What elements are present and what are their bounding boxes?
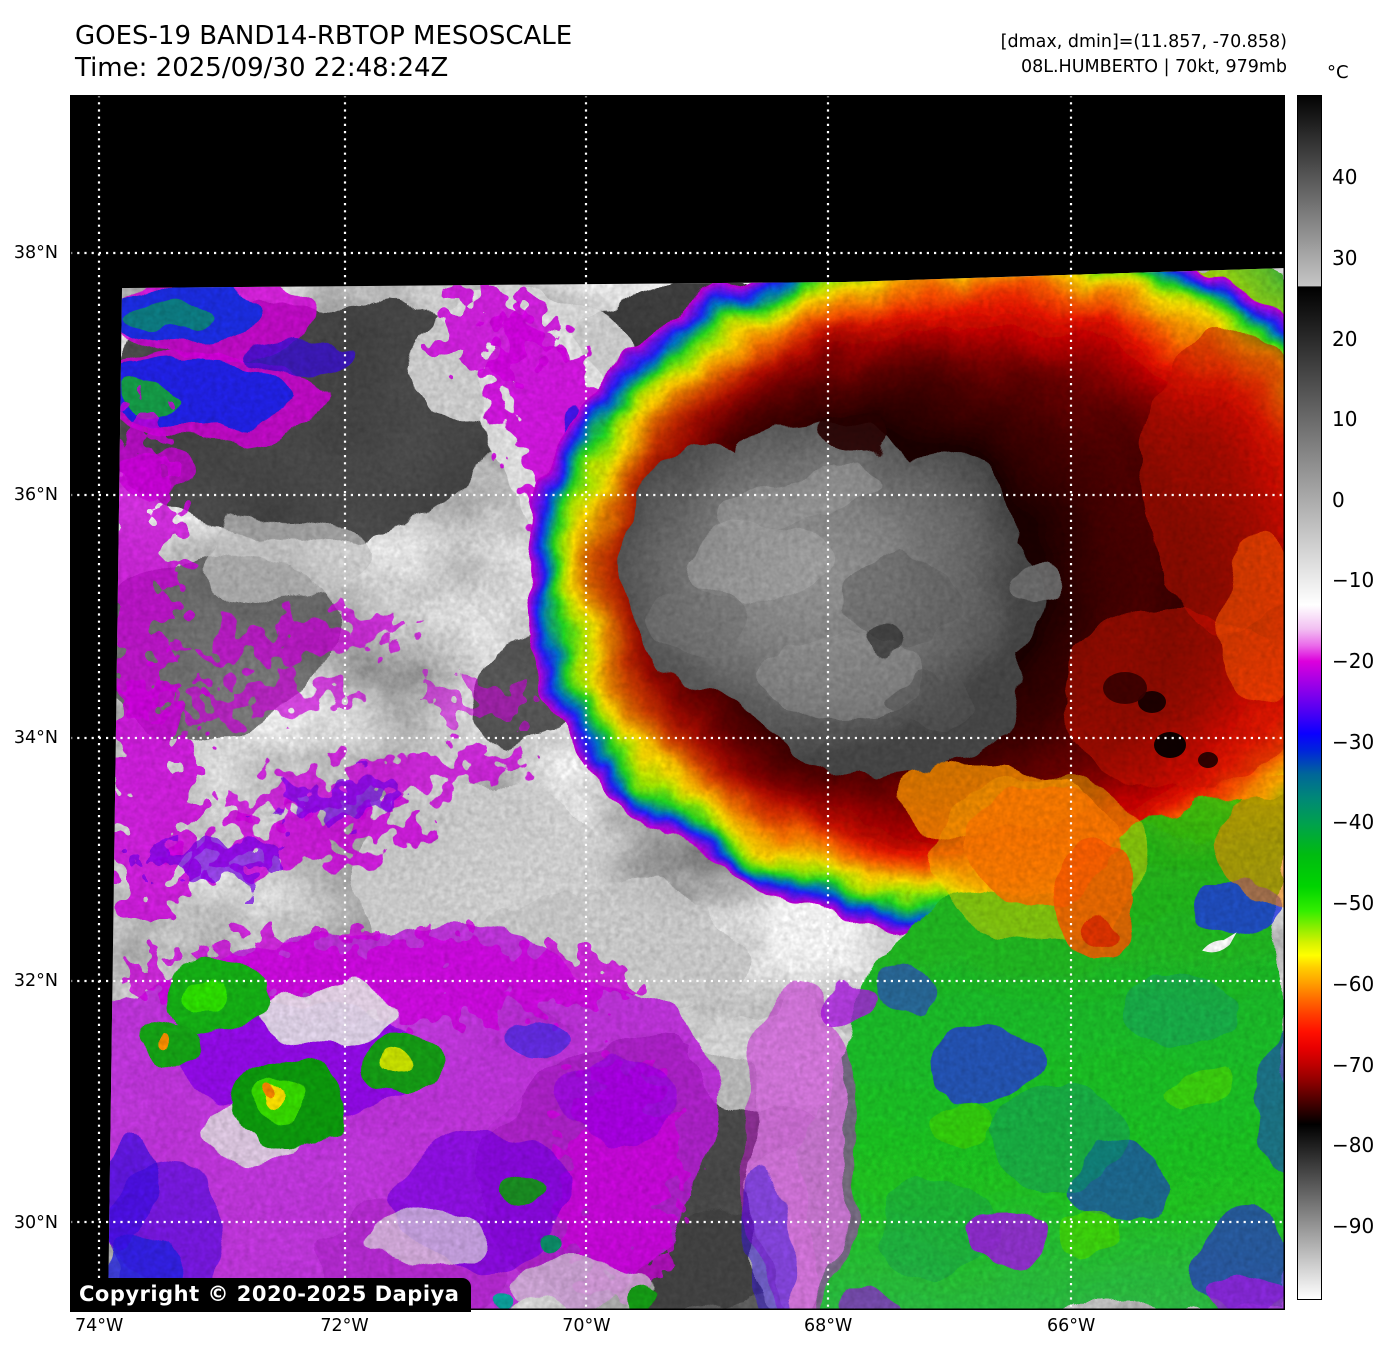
colorbar-unit-label: °C — [1327, 62, 1349, 83]
colorbar-tick: −50 — [1332, 891, 1375, 916]
longitude-axis: 74°W 72°W 70°W 68°W 66°W — [70, 1316, 1285, 1344]
colorbar-tick: 30 — [1332, 245, 1358, 270]
dmax-dmin-readout: [dmax, dmin]=(11.857, -70.858) — [1000, 32, 1287, 52]
colorbar-tick-labels: 40 30 20 10 0 −10 −20 −30 −40 −50 −60 −70 −80 −90 — [1332, 95, 1389, 1300]
pixel-grain-overlay — [108, 268, 1285, 1310]
lon-tick-label: 70°W — [562, 1316, 611, 1336]
lat-tick-label: 34°N — [13, 727, 58, 748]
map-plot-area — [70, 95, 1285, 1310]
colorbar-tick: 10 — [1332, 407, 1358, 432]
colorbar-tick: −30 — [1332, 729, 1375, 754]
satellite-imagery — [70, 95, 1285, 1310]
lat-tick-label: 36°N — [13, 484, 58, 505]
latitude-axis: 38°N 36°N 34°N 32°N 30°N — [0, 95, 63, 1310]
colorbar-tick: −80 — [1332, 1133, 1375, 1158]
colorbar-tick: 0 — [1332, 487, 1345, 512]
timestamp: Time: 2025/09/30 22:48:24Z — [75, 53, 449, 83]
colorbar-tick: −10 — [1332, 568, 1375, 593]
title-block: GOES-19 BAND14-RBTOP MESOSCALE Time: 202… — [75, 20, 572, 84]
lat-tick-label: 30°N — [13, 1212, 58, 1233]
storm-info-readout: 08L.HUMBERTO | 70kt, 979mb — [1020, 57, 1287, 77]
temperature-colorbar — [1297, 95, 1322, 1300]
colorbar-tick: −90 — [1332, 1213, 1375, 1238]
lat-tick-label: 38°N — [13, 242, 58, 263]
page-title: GOES-19 BAND14-RBTOP MESOSCALE — [75, 21, 573, 51]
lat-tick-label: 32°N — [13, 970, 58, 991]
meta-block: [dmax, dmin]=(11.857, -70.858) 08L.HUMBE… — [1001, 30, 1287, 80]
graticule-gridlines — [70, 95, 1285, 1310]
lon-tick-label: 66°W — [1046, 1316, 1096, 1336]
colorbar-tick: 20 — [1332, 326, 1358, 351]
lon-tick-label: 74°W — [74, 1316, 124, 1336]
lon-tick-label: 68°W — [803, 1316, 853, 1336]
sector-imagery — [108, 268, 1285, 1310]
colorbar-tick: −60 — [1332, 971, 1375, 996]
lon-tick-label: 72°W — [320, 1316, 369, 1336]
colorbar-tick: −40 — [1332, 810, 1375, 835]
colorbar-tick: −70 — [1332, 1052, 1375, 1077]
colorbar-tick: −20 — [1332, 649, 1375, 674]
colorbar-tick: 40 — [1332, 165, 1358, 190]
copyright-badge: Copyright © 2020-2025 Dapiya — [70, 1278, 472, 1312]
